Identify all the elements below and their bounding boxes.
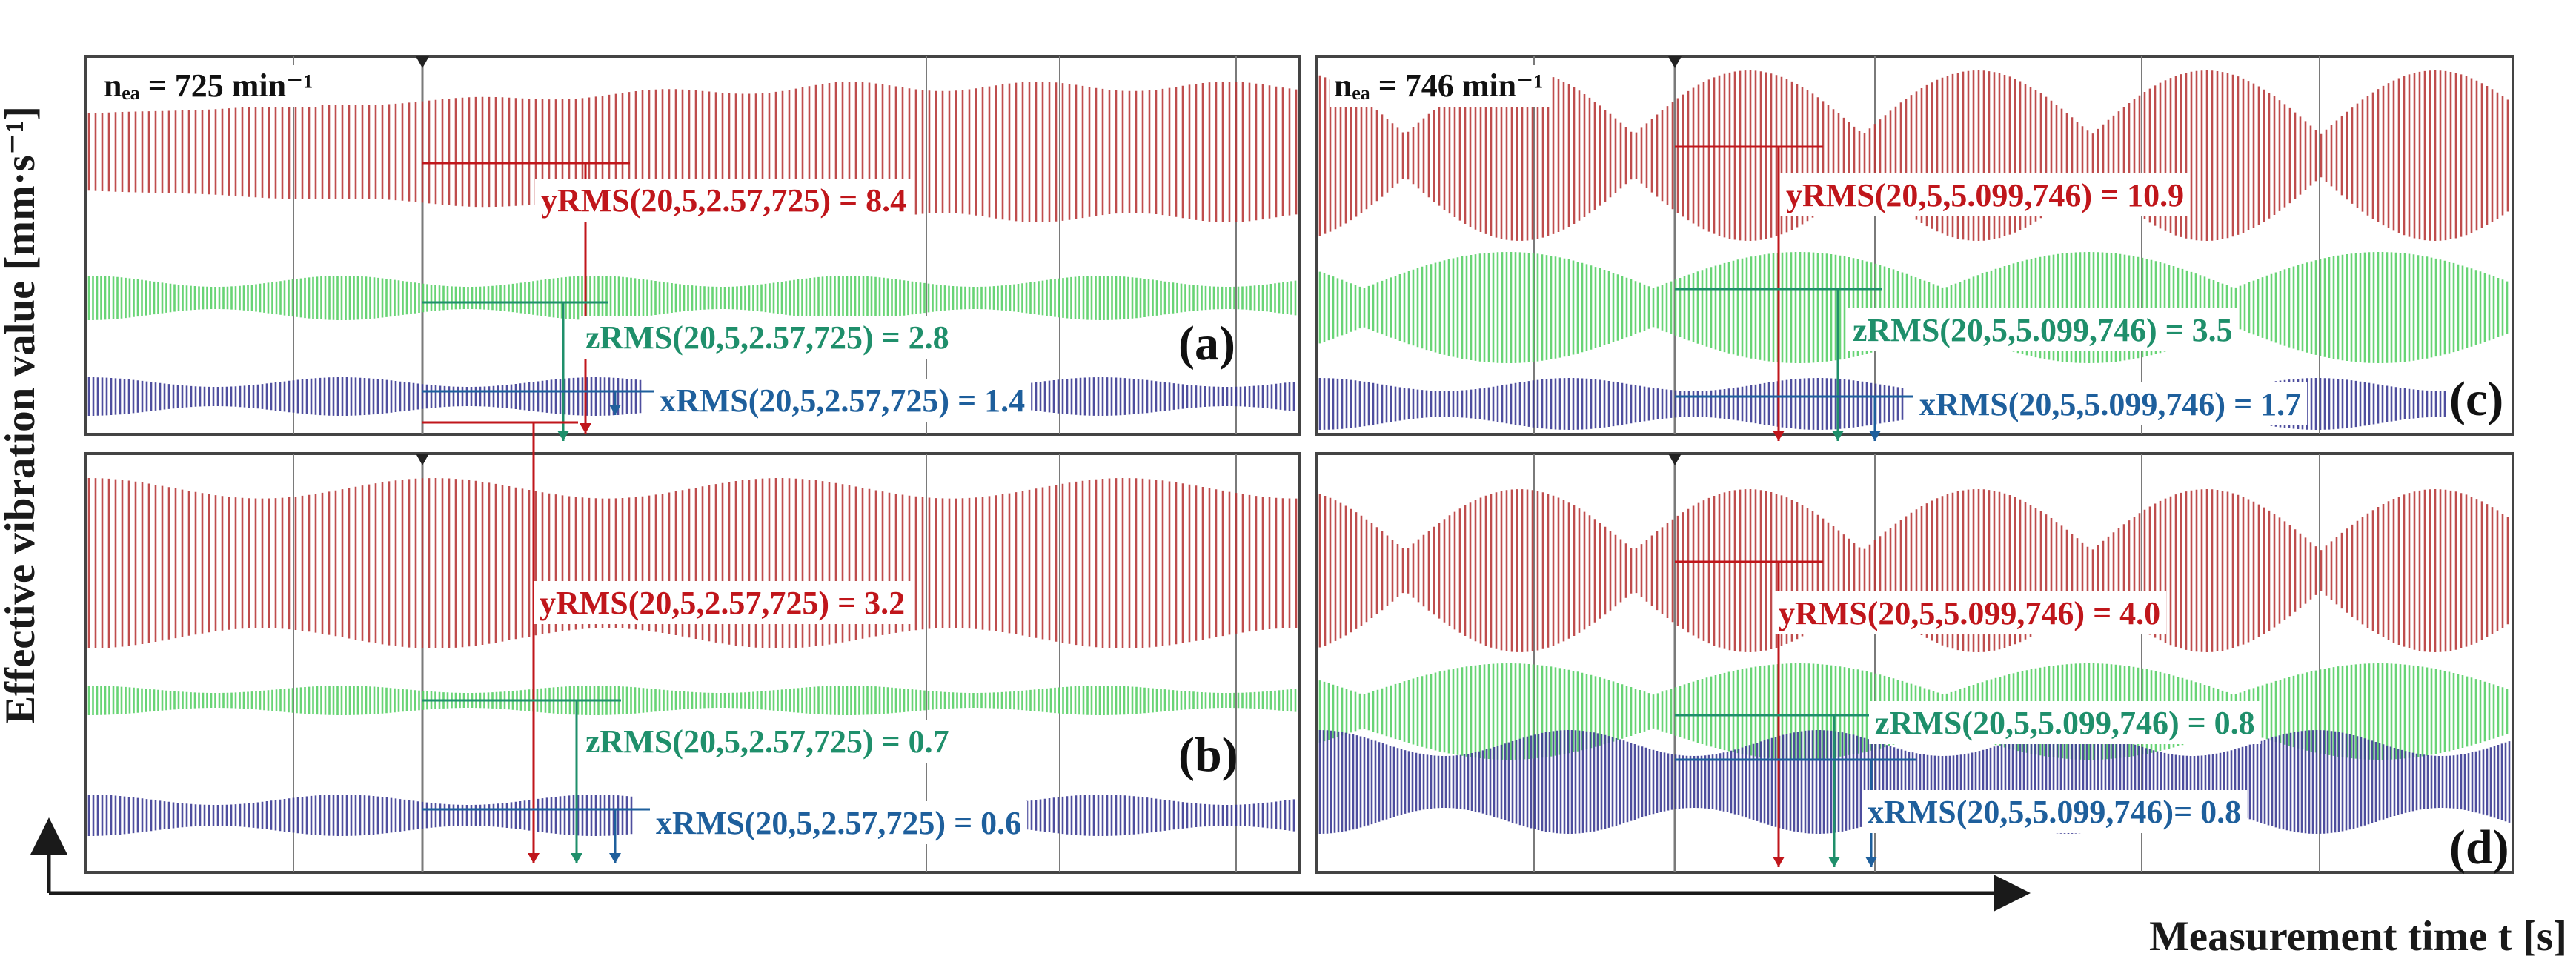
panel-a-speed-label: nₑₐ = 725 min⁻¹: [104, 67, 313, 104]
panel-c-letter: (c): [2449, 372, 2503, 426]
panel-a-x-arrowhead: [609, 405, 621, 415]
panel-c-speed-label: nₑₐ = 746 min⁻¹: [1334, 67, 1544, 104]
panel-d-y-label-bg: [1773, 591, 2167, 634]
panel-c: yRMS(20,5,5.099,746) = 10.9 zRMS(20,5,5.0…: [1315, 55, 2514, 441]
panel-d-z-rms-label: zRMS(20,5,5.099,746) = 0.8: [1875, 705, 2255, 741]
panel-a-x-rms-label: xRMS(20,5,2.57,725) = 1.4: [660, 382, 1025, 419]
panel-b: yRMS(20,5,2.57,725) = 3.2 zRMS(20,5,2.57,…: [84, 421, 1301, 874]
panel-a: yRMS(20,5,2.57,725) = 8.4 zRMS(20,5,2.57,…: [84, 55, 1301, 441]
panel-d-time-marker: [1668, 454, 1682, 465]
panel-a-y-label-bg: [535, 179, 913, 222]
panel-a-time-marker: [416, 56, 429, 68]
panel-d-x-arrowhead: [1865, 857, 1877, 867]
panel-d-y-arrowhead: [1773, 857, 1785, 867]
panel-d-x-signal: [1318, 730, 2511, 834]
panel-a-z-signal: [87, 276, 1297, 320]
panel-a-x-label-bg: [654, 379, 1032, 422]
panel-b-y-rms-label: yRMS(20,5,2.57,725) = 3.2: [540, 585, 905, 621]
panel-a-z-rms-label: zRMS(20,5,2.57,725) = 2.8: [585, 319, 949, 356]
panel-d-x-label-bg: [1862, 790, 2248, 833]
panel-b-letter: (b): [1178, 728, 1238, 782]
x-axis-label: Measurement time t [s]: [2149, 913, 2567, 960]
panel-d-letter: (d): [2449, 820, 2509, 875]
panel-b-y-label-bg: [534, 581, 912, 624]
panel-c-time-marker: [1668, 56, 1682, 68]
panel-c-z-signal: [1318, 252, 2509, 363]
panel-b-x-label-bg: [650, 801, 1028, 844]
panel-c-speed-bg: [1330, 65, 1550, 107]
panel-c-z-label-bg: [1847, 308, 2239, 351]
panel-c-x-rms-label: xRMS(20,5,5.099,746) = 1.7: [1919, 386, 2301, 422]
panel-c-z-arrowhead: [1832, 431, 1844, 441]
panel-c-y-arrowhead: [1773, 431, 1785, 441]
panel-a-y-signal: [87, 82, 1298, 222]
panel-c-z-rms-label: zRMS(20,5,5.099,746) = 3.5: [1853, 312, 2233, 348]
panel-c-x-arrowhead: [1869, 431, 1881, 441]
panel-c-y-signal: [1318, 70, 2509, 241]
panel-b-x-arrowhead: [609, 853, 621, 863]
panel-b-y-signal: [87, 478, 1298, 648]
panel-d: yRMS(20,5,5.099,746) = 4.0 zRMS(20,5,5.09…: [1315, 452, 2514, 875]
panel-a-letter: (a): [1178, 316, 1235, 371]
panel-d-y-rms-label: yRMS(20,5,5.099,746) = 4.0: [1779, 595, 2160, 631]
panel-c-x-label-bg: [1913, 382, 2308, 425]
panel-b-z-arrowhead: [571, 853, 582, 863]
panel-c-y-rms-label: yRMS(20,5,5.099,746) = 10.9: [1786, 177, 2184, 213]
panel-b-x-rms-label: xRMS(20,5,2.57,725) = 0.6: [656, 805, 1021, 841]
panels-layer: yRMS(20,5,2.57,725) = 8.4 zRMS(20,5,2.57,…: [84, 55, 2514, 875]
panel-a-z-label-bg: [580, 316, 955, 359]
panel-a-z-arrowhead: [557, 431, 569, 441]
panel-a-speed-bg: [99, 65, 319, 107]
panel-a-y-arrowhead: [580, 423, 591, 434]
panel-b-z-rms-label: zRMS(20,5,2.57,725) = 0.7: [585, 723, 949, 760]
panel-b-z-label-bg: [580, 720, 955, 763]
panel-a-y-rms-label: yRMS(20,5,2.57,725) = 8.4: [541, 182, 906, 219]
panel-b-y-arrowhead: [528, 853, 540, 863]
panel-c-y-label-bg: [1780, 173, 2191, 216]
panel-b-time-marker: [416, 454, 429, 465]
panel-d-y-signal: [1318, 489, 2509, 652]
panel-d-z-label-bg: [1869, 701, 2261, 744]
panel-d-z-arrowhead: [1828, 857, 1840, 867]
panel-d-x-rms-label: xRMS(20,5,5.099,746)= 0.8: [1868, 794, 2241, 830]
y-axis-label: Effective vibration value [mm·s⁻¹]: [0, 106, 44, 724]
